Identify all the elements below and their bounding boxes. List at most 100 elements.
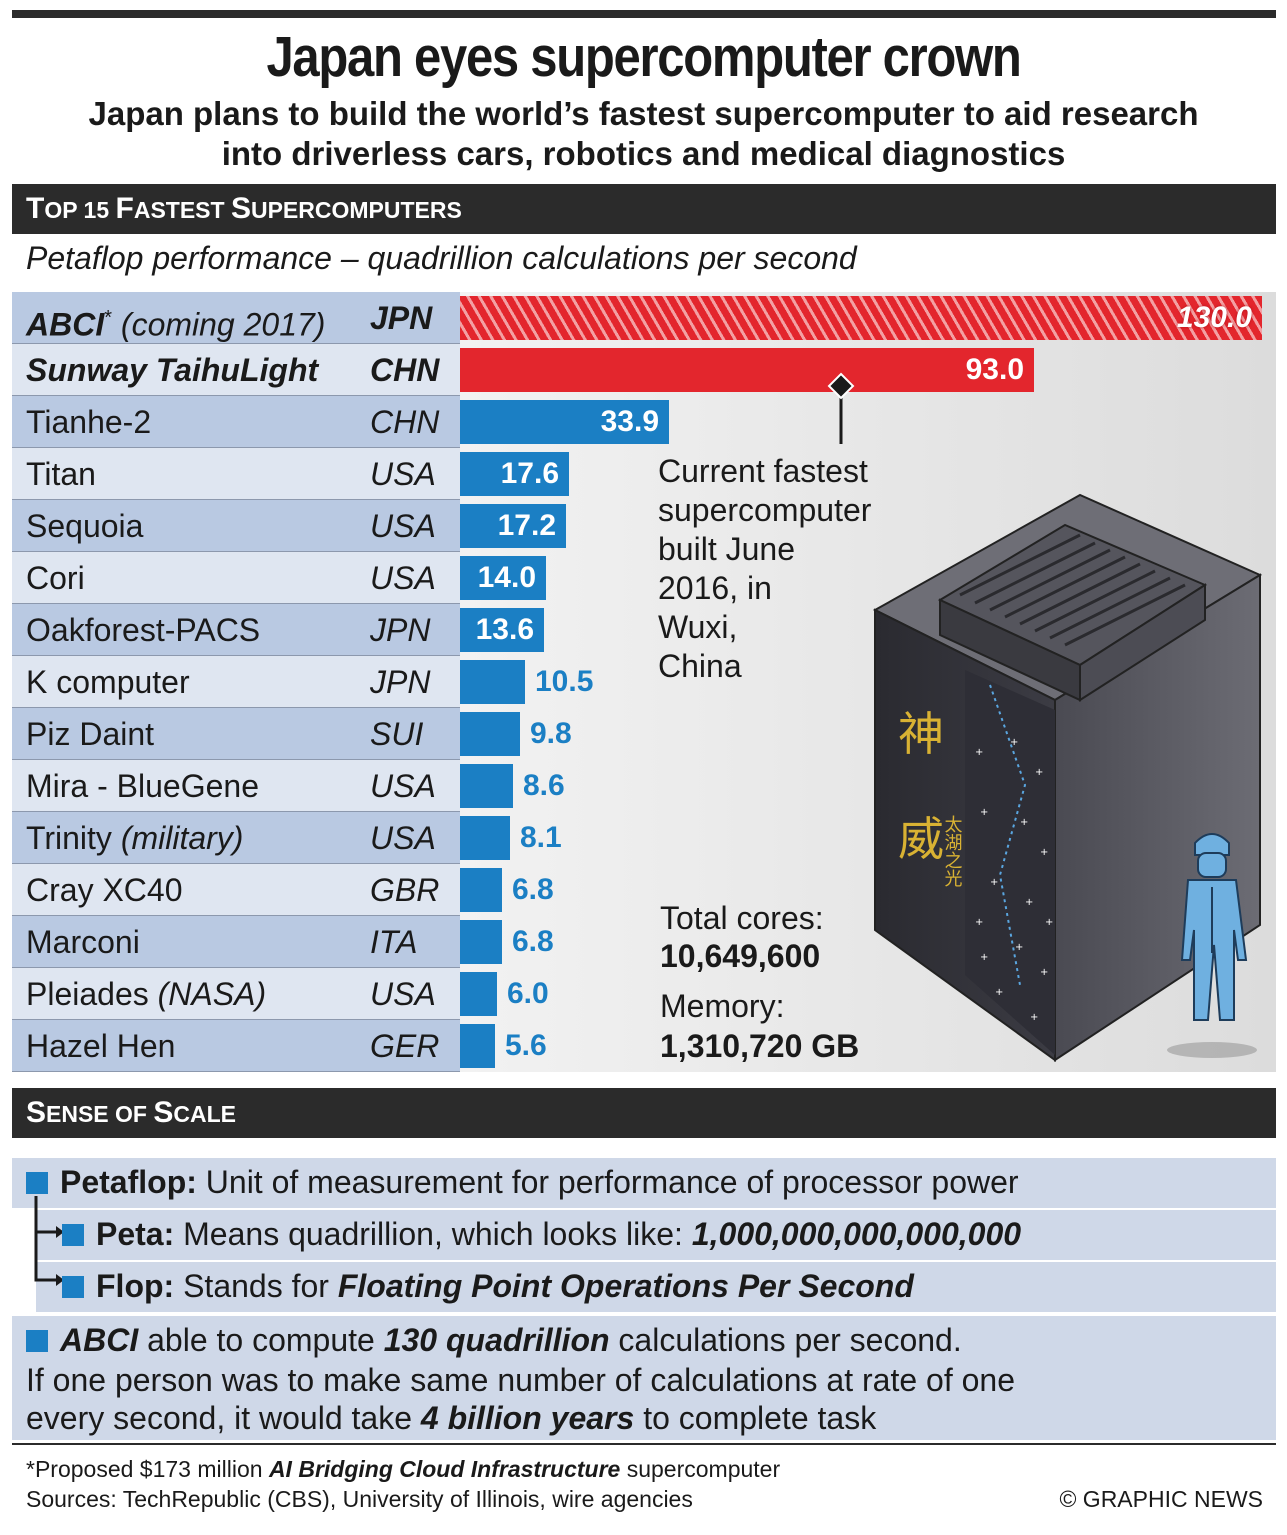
row-country: USA: [370, 508, 436, 544]
row-name: Trinity (military): [26, 820, 244, 856]
bar-value-label: 8.6: [523, 769, 565, 802]
row-name: Marconi: [26, 924, 140, 960]
chart-bar: [460, 296, 1262, 340]
row-name: Titan: [26, 456, 96, 492]
table-row: [12, 344, 460, 396]
chart-bar: [460, 452, 569, 496]
callout-line: Current fastest: [658, 453, 868, 489]
row-name: Tianhe-2: [26, 404, 152, 440]
row-country: CHN: [370, 404, 440, 440]
svg-text:+: +: [990, 877, 998, 888]
row-country: CHN: [370, 352, 440, 388]
chart-bar: [460, 816, 510, 860]
svg-text:+: +: [980, 952, 988, 963]
table-row: [12, 812, 460, 864]
table-row: [12, 708, 460, 760]
chart-bar: [460, 660, 525, 704]
row-name: Piz Daint: [26, 716, 155, 752]
bullet-square-icon: [62, 1224, 84, 1246]
svg-text:+: +: [975, 747, 983, 758]
row-name: Mira - BlueGene: [26, 768, 259, 804]
callout-line: China: [658, 648, 742, 684]
cabinet-glyph-1: 神: [898, 707, 944, 761]
row-country: JPN: [370, 612, 431, 648]
chart-bar: [460, 400, 669, 444]
row-name: Hazel Hen: [26, 1028, 176, 1064]
svg-text:+: +: [995, 987, 1003, 998]
row-name: Cori: [26, 560, 85, 596]
bar-value-label: 93.0: [965, 353, 1024, 386]
chart-axis-note: Petaflop performance – quadrillion calcu…: [26, 240, 857, 276]
row-country: JPN: [370, 300, 433, 336]
svg-text:+: +: [1025, 897, 1033, 908]
abci-fact-line-3: every second, it would take 4 billion ye…: [26, 1400, 877, 1436]
table-row: [12, 760, 460, 812]
credit: © GRAPHIC NEWS: [1059, 1486, 1263, 1512]
bar-value-label: 130.0: [1176, 301, 1252, 334]
bar-value-label: 9.8: [530, 717, 572, 750]
cores-value: 10,649,600: [660, 938, 821, 974]
table-row: [12, 500, 460, 552]
svg-text:+: +: [1010, 737, 1018, 748]
row-name: Oakforest-PACS: [26, 612, 261, 648]
row-country: JPN: [370, 664, 431, 700]
row-country: USA: [370, 976, 436, 1012]
abci-fact-line-2: If one person was to make same number of…: [26, 1362, 1015, 1398]
row-country: ITA: [370, 924, 418, 960]
row-country: USA: [370, 560, 436, 596]
row-name: Sequoia: [26, 508, 144, 544]
callout-pointer: [827, 372, 855, 444]
subtitle-line-2: into driverless cars, robotics and medic…: [221, 135, 1066, 172]
bullet-square-icon: [62, 1276, 84, 1298]
bar-value-label: 14.0: [477, 561, 536, 594]
page-title: Japan eyes supercomputer crown: [266, 25, 1021, 89]
bullet-square-icon: [26, 1330, 48, 1352]
svg-text:+: +: [1040, 847, 1048, 858]
table-row: [12, 396, 460, 448]
svg-text:+: +: [1035, 767, 1043, 778]
peta-definition: Peta: Means quadrillion, which looks lik…: [62, 1216, 1021, 1253]
top-rule: [12, 10, 1276, 18]
table-row: [12, 448, 460, 500]
table-row: [12, 604, 460, 656]
row-country: GER: [370, 1028, 440, 1064]
footer-rule: [12, 1443, 1276, 1445]
scale-petaflop-box: [12, 1158, 1276, 1210]
tree-connector: [34, 1196, 64, 1286]
row-country: GBR: [370, 872, 440, 908]
row-name: Cray XC40: [26, 872, 183, 908]
cores-label: Total cores:: [660, 900, 824, 936]
chart-bar: [460, 712, 520, 756]
chart-bar: [460, 868, 502, 912]
abci-fact-line-1: ABCI able to compute 130 quadrillion cal…: [26, 1322, 962, 1359]
callout-line: supercomputer: [658, 492, 872, 528]
svg-text:+: +: [1015, 942, 1023, 953]
technician-figure: [1167, 833, 1257, 1058]
flop-definition: Flop: Stands for Floating Point Operatio…: [62, 1268, 914, 1305]
table-row: [12, 916, 460, 968]
scale-flop-box: [36, 1262, 1276, 1314]
row-country: USA: [370, 820, 436, 856]
scale-peta-box: [36, 1210, 1276, 1262]
svg-text:+: +: [1030, 1012, 1038, 1023]
chart-bar: [460, 348, 1034, 392]
section-heading-top15: TOP 15 FASTEST SUPERCOMPUTERS: [12, 184, 1276, 234]
row-name: ABCI* (coming 2017): [26, 306, 326, 343]
bar-value-label: 8.1: [520, 821, 562, 854]
bar-value-label: 13.6: [475, 613, 534, 646]
bar-value-label: 17.6: [500, 457, 559, 490]
row-name: Pleiades (NASA): [26, 976, 267, 1012]
chart-bar: [460, 972, 497, 1016]
section-heading-scale: SENSE OF SCALE: [12, 1088, 1276, 1138]
row-country: USA: [370, 456, 436, 492]
cabinet-side-text: 太湖之光: [942, 815, 963, 888]
bar-value-label: 6.8: [512, 873, 554, 906]
callout-text: Current fastest supercomputer built June…: [658, 452, 908, 686]
chart-bar: [460, 1024, 495, 1068]
callout-line: built June: [658, 531, 795, 567]
subtitle-line-1: Japan plans to build the world’s fastest…: [88, 95, 1199, 132]
table-row: [12, 292, 460, 344]
bar-value-label: 6.8: [512, 925, 554, 958]
star-panel: [965, 670, 1055, 1055]
row-country: USA: [370, 768, 436, 804]
